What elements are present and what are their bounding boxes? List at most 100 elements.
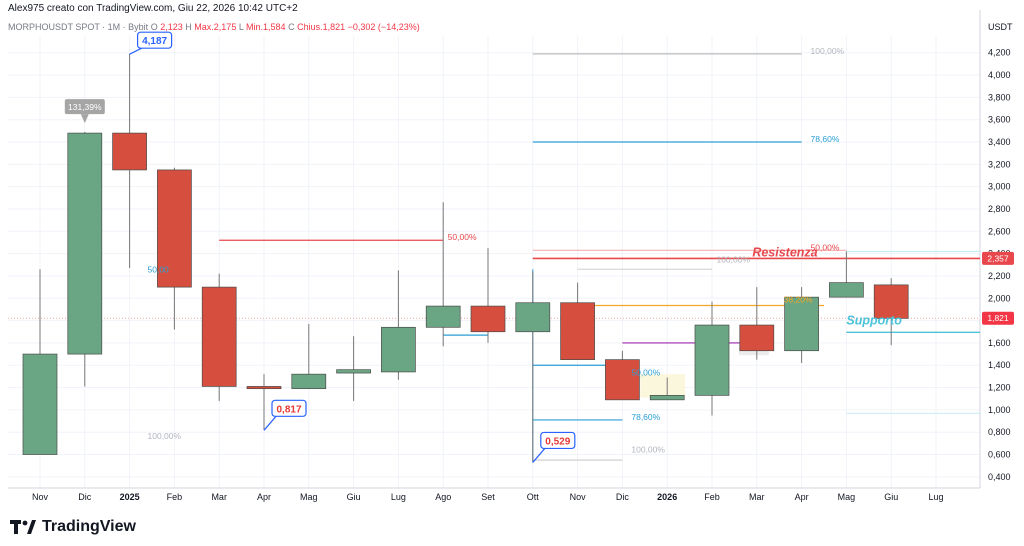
callout-text: 131,39% — [68, 102, 102, 112]
fib-level-label: 100,00% — [148, 431, 182, 441]
x-tick-label: Set — [481, 492, 495, 502]
y-tick-label: 1,200 — [988, 383, 1011, 393]
callout-pointer — [129, 47, 142, 55]
x-tick-label: Giu — [347, 492, 361, 502]
y-tick-label: 0,800 — [988, 427, 1011, 437]
symbol-name[interactable]: MORPHOUSDT SPOT · 1M · Bybit — [8, 22, 149, 32]
high-label: H — [185, 22, 192, 32]
candle-body — [112, 132, 147, 171]
candle-body — [694, 324, 730, 396]
price-callout: 131,39% — [64, 99, 105, 124]
candle-body — [784, 296, 819, 352]
candle-body — [336, 369, 371, 374]
y-tick-label: 0,600 — [988, 450, 1011, 460]
x-tick-label: Mag — [300, 492, 318, 502]
price-badge-text: 2,357 — [987, 253, 1009, 263]
resistance-label: Resistenza — [752, 245, 817, 259]
callout-pointer — [263, 415, 277, 431]
x-tick-label: Ago — [435, 492, 451, 502]
fib-level-label: 50,00% — [811, 242, 840, 252]
callout-text: 0,817 — [276, 404, 301, 415]
candle — [649, 377, 685, 401]
candle-body — [560, 302, 595, 361]
fib-level-label: 50,00% — [631, 367, 660, 377]
candle-body — [291, 373, 327, 390]
x-tick-label: Feb — [704, 492, 720, 502]
candle — [560, 282, 595, 361]
x-tick-label: Dic — [616, 492, 629, 502]
callout-pointer — [80, 114, 89, 124]
candle-body — [381, 326, 416, 373]
candle-body — [22, 353, 58, 455]
candle — [112, 53, 147, 269]
candle-body — [649, 395, 685, 401]
x-tick-label: Apr — [257, 492, 271, 502]
price-callout: 0,817 — [263, 399, 307, 431]
fib-level-label: 78,60% — [631, 412, 660, 422]
symbol-info-bar: MORPHOUSDT SPOT · 1M · Bybit O 2,123 H M… — [8, 22, 420, 32]
x-tick-label: Ott — [527, 492, 540, 502]
grid — [8, 36, 980, 488]
candle — [515, 271, 551, 463]
creator-credit: Alex975 creato con TradingView.com, Giu … — [8, 3, 298, 14]
candle-body — [425, 305, 461, 328]
footer: TradingView — [0, 508, 1024, 546]
x-tick-label: 2026 — [657, 492, 677, 502]
x-tick-label: Apr — [795, 492, 809, 502]
x-tick-label: Lug — [391, 492, 406, 502]
y-tick-label: 3,800 — [988, 92, 1011, 102]
callout-box — [137, 31, 173, 49]
candle — [157, 167, 192, 330]
y-tick-label: 3,400 — [988, 137, 1011, 147]
tradingview-logo[interactable]: TradingView — [10, 518, 136, 536]
x-tick-label: Mar — [211, 492, 227, 502]
y-tick-label: 4,000 — [988, 70, 1011, 80]
candle — [67, 131, 103, 387]
x-tick-label: Lug — [928, 492, 943, 502]
x-tick-label: 2025 — [120, 492, 140, 502]
price-callout: 0,529 — [532, 431, 576, 463]
candle — [470, 248, 506, 343]
callout-pointer — [532, 448, 546, 463]
candle-body — [739, 324, 775, 352]
candles — [22, 53, 909, 463]
callout-box — [540, 431, 576, 450]
high-value: Max.2,175 — [194, 22, 237, 32]
candle-body — [67, 132, 103, 355]
candle — [784, 287, 819, 364]
fib-level-label: 50,00% — [448, 232, 477, 242]
candle-body — [605, 359, 640, 401]
candle — [291, 323, 327, 390]
price-badge: 1,821 — [982, 311, 1014, 325]
callout-box — [64, 99, 105, 115]
y-tick-label: 2,000 — [988, 293, 1011, 303]
y-tick-label: 1,000 — [988, 405, 1011, 415]
close-value: Chius.1,821 — [297, 22, 346, 32]
fib-level-label: 100,00% — [716, 255, 750, 265]
currency-label: USDT — [988, 22, 1013, 32]
candle — [425, 202, 461, 347]
candle-body — [515, 302, 551, 333]
callout-box — [271, 399, 307, 417]
support-label: Supporto — [846, 313, 902, 327]
tradingview-logo-text: TradingView — [42, 518, 136, 535]
candle-body — [470, 305, 506, 333]
x-tick-label: Nov — [570, 492, 587, 502]
y-tick-label: 2,800 — [988, 204, 1011, 214]
candle — [22, 269, 58, 455]
candle — [246, 374, 282, 430]
price-chart[interactable]: USDT 4,200 4,000 3,800 3,600 3,400 3,200 3,000 2… — [0, 0, 1024, 508]
x-tick-label: Nov — [32, 492, 49, 502]
y-tick-label: 3,000 — [988, 182, 1011, 192]
close-label: C — [288, 22, 295, 32]
candle — [694, 301, 730, 416]
y-tick-label: 3,200 — [988, 159, 1011, 169]
candle-body — [157, 169, 192, 288]
fib-zone-fill — [640, 374, 686, 398]
candle — [739, 287, 775, 360]
fib-level-label: 100,00% — [811, 46, 845, 56]
y-tick-label: 1,600 — [988, 338, 1011, 348]
tradingview-logo-icon — [10, 520, 36, 534]
price-badge-text: 1,821 — [987, 313, 1009, 323]
candle — [201, 273, 237, 401]
